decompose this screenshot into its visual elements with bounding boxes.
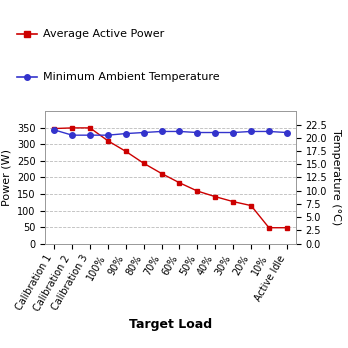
Minimum Ambient Temperature bbox=[213, 130, 218, 135]
Average Active Power bbox=[249, 204, 253, 208]
Average Active Power bbox=[106, 139, 110, 143]
Minimum Ambient Temperature bbox=[267, 129, 271, 134]
Minimum Ambient Temperature bbox=[285, 130, 289, 135]
Minimum Ambient Temperature bbox=[177, 129, 182, 134]
Minimum Ambient Temperature bbox=[142, 130, 146, 135]
Average Active Power bbox=[177, 181, 182, 185]
Minimum Ambient Temperature bbox=[52, 128, 56, 132]
Average Active Power bbox=[70, 126, 74, 130]
Minimum Ambient Temperature bbox=[249, 129, 253, 134]
Minimum Ambient Temperature bbox=[195, 130, 199, 135]
Average Active Power bbox=[88, 126, 92, 130]
Text: Average Active Power: Average Active Power bbox=[43, 29, 164, 39]
Line: Minimum Ambient Temperature: Minimum Ambient Temperature bbox=[52, 127, 290, 138]
Average Active Power bbox=[142, 161, 146, 165]
Average Active Power bbox=[124, 149, 128, 153]
Minimum Ambient Temperature bbox=[88, 133, 92, 137]
Minimum Ambient Temperature bbox=[159, 129, 164, 134]
Line: Average Active Power: Average Active Power bbox=[52, 126, 289, 230]
Minimum Ambient Temperature bbox=[70, 133, 74, 137]
Y-axis label: Power (W): Power (W) bbox=[1, 149, 11, 206]
Minimum Ambient Temperature bbox=[124, 132, 128, 136]
Average Active Power bbox=[52, 126, 56, 130]
Average Active Power bbox=[213, 195, 218, 199]
Average Active Power bbox=[159, 172, 164, 176]
X-axis label: Target Load: Target Load bbox=[129, 318, 212, 331]
Y-axis label: Temperature (°C): Temperature (°C) bbox=[331, 129, 341, 226]
Text: Minimum Ambient Temperature: Minimum Ambient Temperature bbox=[43, 72, 220, 82]
Average Active Power bbox=[231, 199, 235, 204]
Minimum Ambient Temperature bbox=[106, 133, 110, 137]
Average Active Power bbox=[285, 226, 289, 230]
Average Active Power bbox=[195, 189, 199, 193]
Minimum Ambient Temperature bbox=[231, 130, 235, 135]
Average Active Power bbox=[267, 226, 271, 230]
